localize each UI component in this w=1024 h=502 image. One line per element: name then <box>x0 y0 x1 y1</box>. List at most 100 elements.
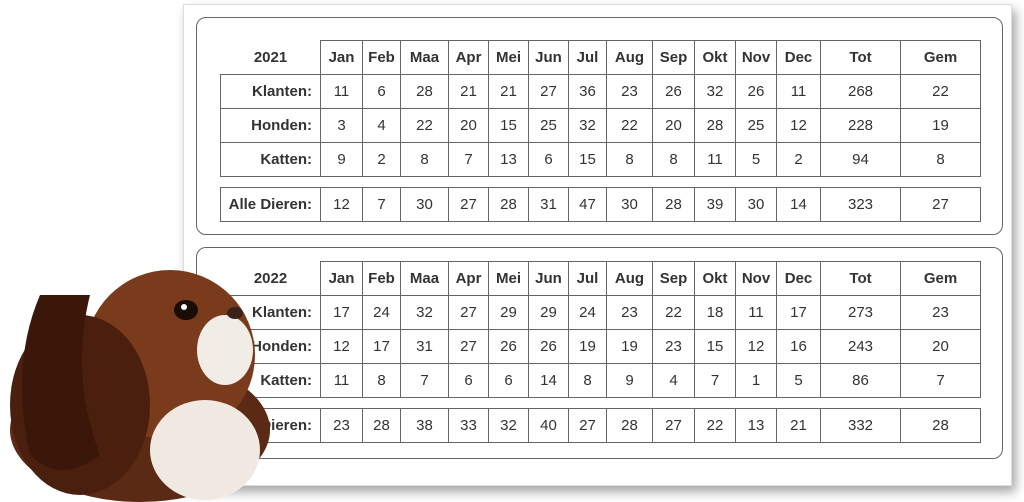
month-header: Sep <box>652 40 695 75</box>
value-cell: 9 <box>320 142 363 177</box>
month-header: Maa <box>400 40 449 75</box>
value-cell: 36 <box>568 74 607 109</box>
value-cell: 21 <box>776 408 821 443</box>
value-cell: 29 <box>488 295 529 330</box>
value-cell: 31 <box>400 329 449 364</box>
total-header: Tot <box>820 40 901 75</box>
value-cell: 20 <box>652 108 695 143</box>
value-cell: 8 <box>362 363 401 398</box>
month-header: Jan <box>320 40 363 75</box>
total-cell: 323 <box>820 187 901 222</box>
value-cell: 8 <box>568 363 607 398</box>
value-cell: 12 <box>320 187 363 222</box>
average-cell: 22 <box>900 74 981 109</box>
total-cell: 228 <box>820 108 901 143</box>
month-header: Okt <box>694 40 736 75</box>
value-cell: 3 <box>320 108 363 143</box>
value-cell: 23 <box>652 329 695 364</box>
month-header: Apr <box>448 261 489 296</box>
month-header: Aug <box>606 40 653 75</box>
value-cell: 6 <box>448 363 489 398</box>
value-cell: 21 <box>448 74 489 109</box>
value-cell: 8 <box>400 142 449 177</box>
total-header: Tot <box>820 261 901 296</box>
value-cell: 30 <box>400 187 449 222</box>
value-cell: 12 <box>735 329 777 364</box>
value-cell: 14 <box>528 363 569 398</box>
value-cell: 28 <box>400 74 449 109</box>
value-cell: 22 <box>652 295 695 330</box>
total-cell: 332 <box>820 408 901 443</box>
value-cell: 20 <box>448 108 489 143</box>
month-header: Nov <box>735 261 777 296</box>
value-cell: 27 <box>652 408 695 443</box>
value-cell: 11 <box>694 142 736 177</box>
value-cell: 33 <box>448 408 489 443</box>
value-cell: 5 <box>776 363 821 398</box>
month-header: Feb <box>362 261 401 296</box>
value-cell: 28 <box>694 108 736 143</box>
value-cell: 8 <box>606 142 653 177</box>
value-cell: 13 <box>735 408 777 443</box>
value-cell: 30 <box>606 187 653 222</box>
value-cell: 31 <box>528 187 569 222</box>
value-cell: 11 <box>735 295 777 330</box>
average-cell: 20 <box>900 329 981 364</box>
value-cell: 28 <box>488 187 529 222</box>
value-cell: 32 <box>488 408 529 443</box>
value-cell: 32 <box>568 108 607 143</box>
value-cell: 6 <box>488 363 529 398</box>
value-cell: 12 <box>320 329 363 364</box>
average-cell: 27 <box>900 187 981 222</box>
value-cell: 15 <box>694 329 736 364</box>
value-cell: 8 <box>652 142 695 177</box>
value-cell: 28 <box>652 187 695 222</box>
value-cell: 30 <box>735 187 777 222</box>
average-cell: 7 <box>900 363 981 398</box>
month-header: Jun <box>528 261 569 296</box>
value-cell: 23 <box>606 295 653 330</box>
value-cell: 5 <box>735 142 777 177</box>
value-cell: 15 <box>488 108 529 143</box>
value-cell: 16 <box>776 329 821 364</box>
average-header: Gem <box>900 261 981 296</box>
value-cell: 17 <box>362 329 401 364</box>
value-cell: 24 <box>568 295 607 330</box>
value-cell: 28 <box>606 408 653 443</box>
month-header: Feb <box>362 40 401 75</box>
value-cell: 4 <box>362 108 401 143</box>
month-header: Aug <box>606 261 653 296</box>
value-cell: 7 <box>400 363 449 398</box>
value-cell: 7 <box>362 187 401 222</box>
month-header: Jul <box>568 40 607 75</box>
value-cell: 13 <box>488 142 529 177</box>
value-cell: 39 <box>694 187 736 222</box>
value-cell: 14 <box>776 187 821 222</box>
value-cell: 24 <box>362 295 401 330</box>
value-cell: 22 <box>606 108 653 143</box>
value-cell: 28 <box>362 408 401 443</box>
value-cell: 11 <box>320 363 363 398</box>
value-cell: 17 <box>320 295 363 330</box>
dog-photo <box>10 270 270 502</box>
value-cell: 27 <box>448 187 489 222</box>
value-cell: 22 <box>400 108 449 143</box>
total-cell: 243 <box>820 329 901 364</box>
value-cell: 47 <box>568 187 607 222</box>
average-cell: 8 <box>900 142 981 177</box>
value-cell: 19 <box>606 329 653 364</box>
month-header: Mei <box>488 40 529 75</box>
month-header: Nov <box>735 40 777 75</box>
row-label: Alle Dieren: <box>220 187 321 222</box>
value-cell: 7 <box>694 363 736 398</box>
average-cell: 19 <box>900 108 981 143</box>
month-header: Sep <box>652 261 695 296</box>
value-cell: 22 <box>694 408 736 443</box>
value-cell: 2 <box>362 142 401 177</box>
row-label: Katten: <box>220 142 321 177</box>
value-cell: 23 <box>606 74 653 109</box>
panel <box>196 17 1003 235</box>
value-cell: 40 <box>528 408 569 443</box>
month-header: Dec <box>776 261 821 296</box>
